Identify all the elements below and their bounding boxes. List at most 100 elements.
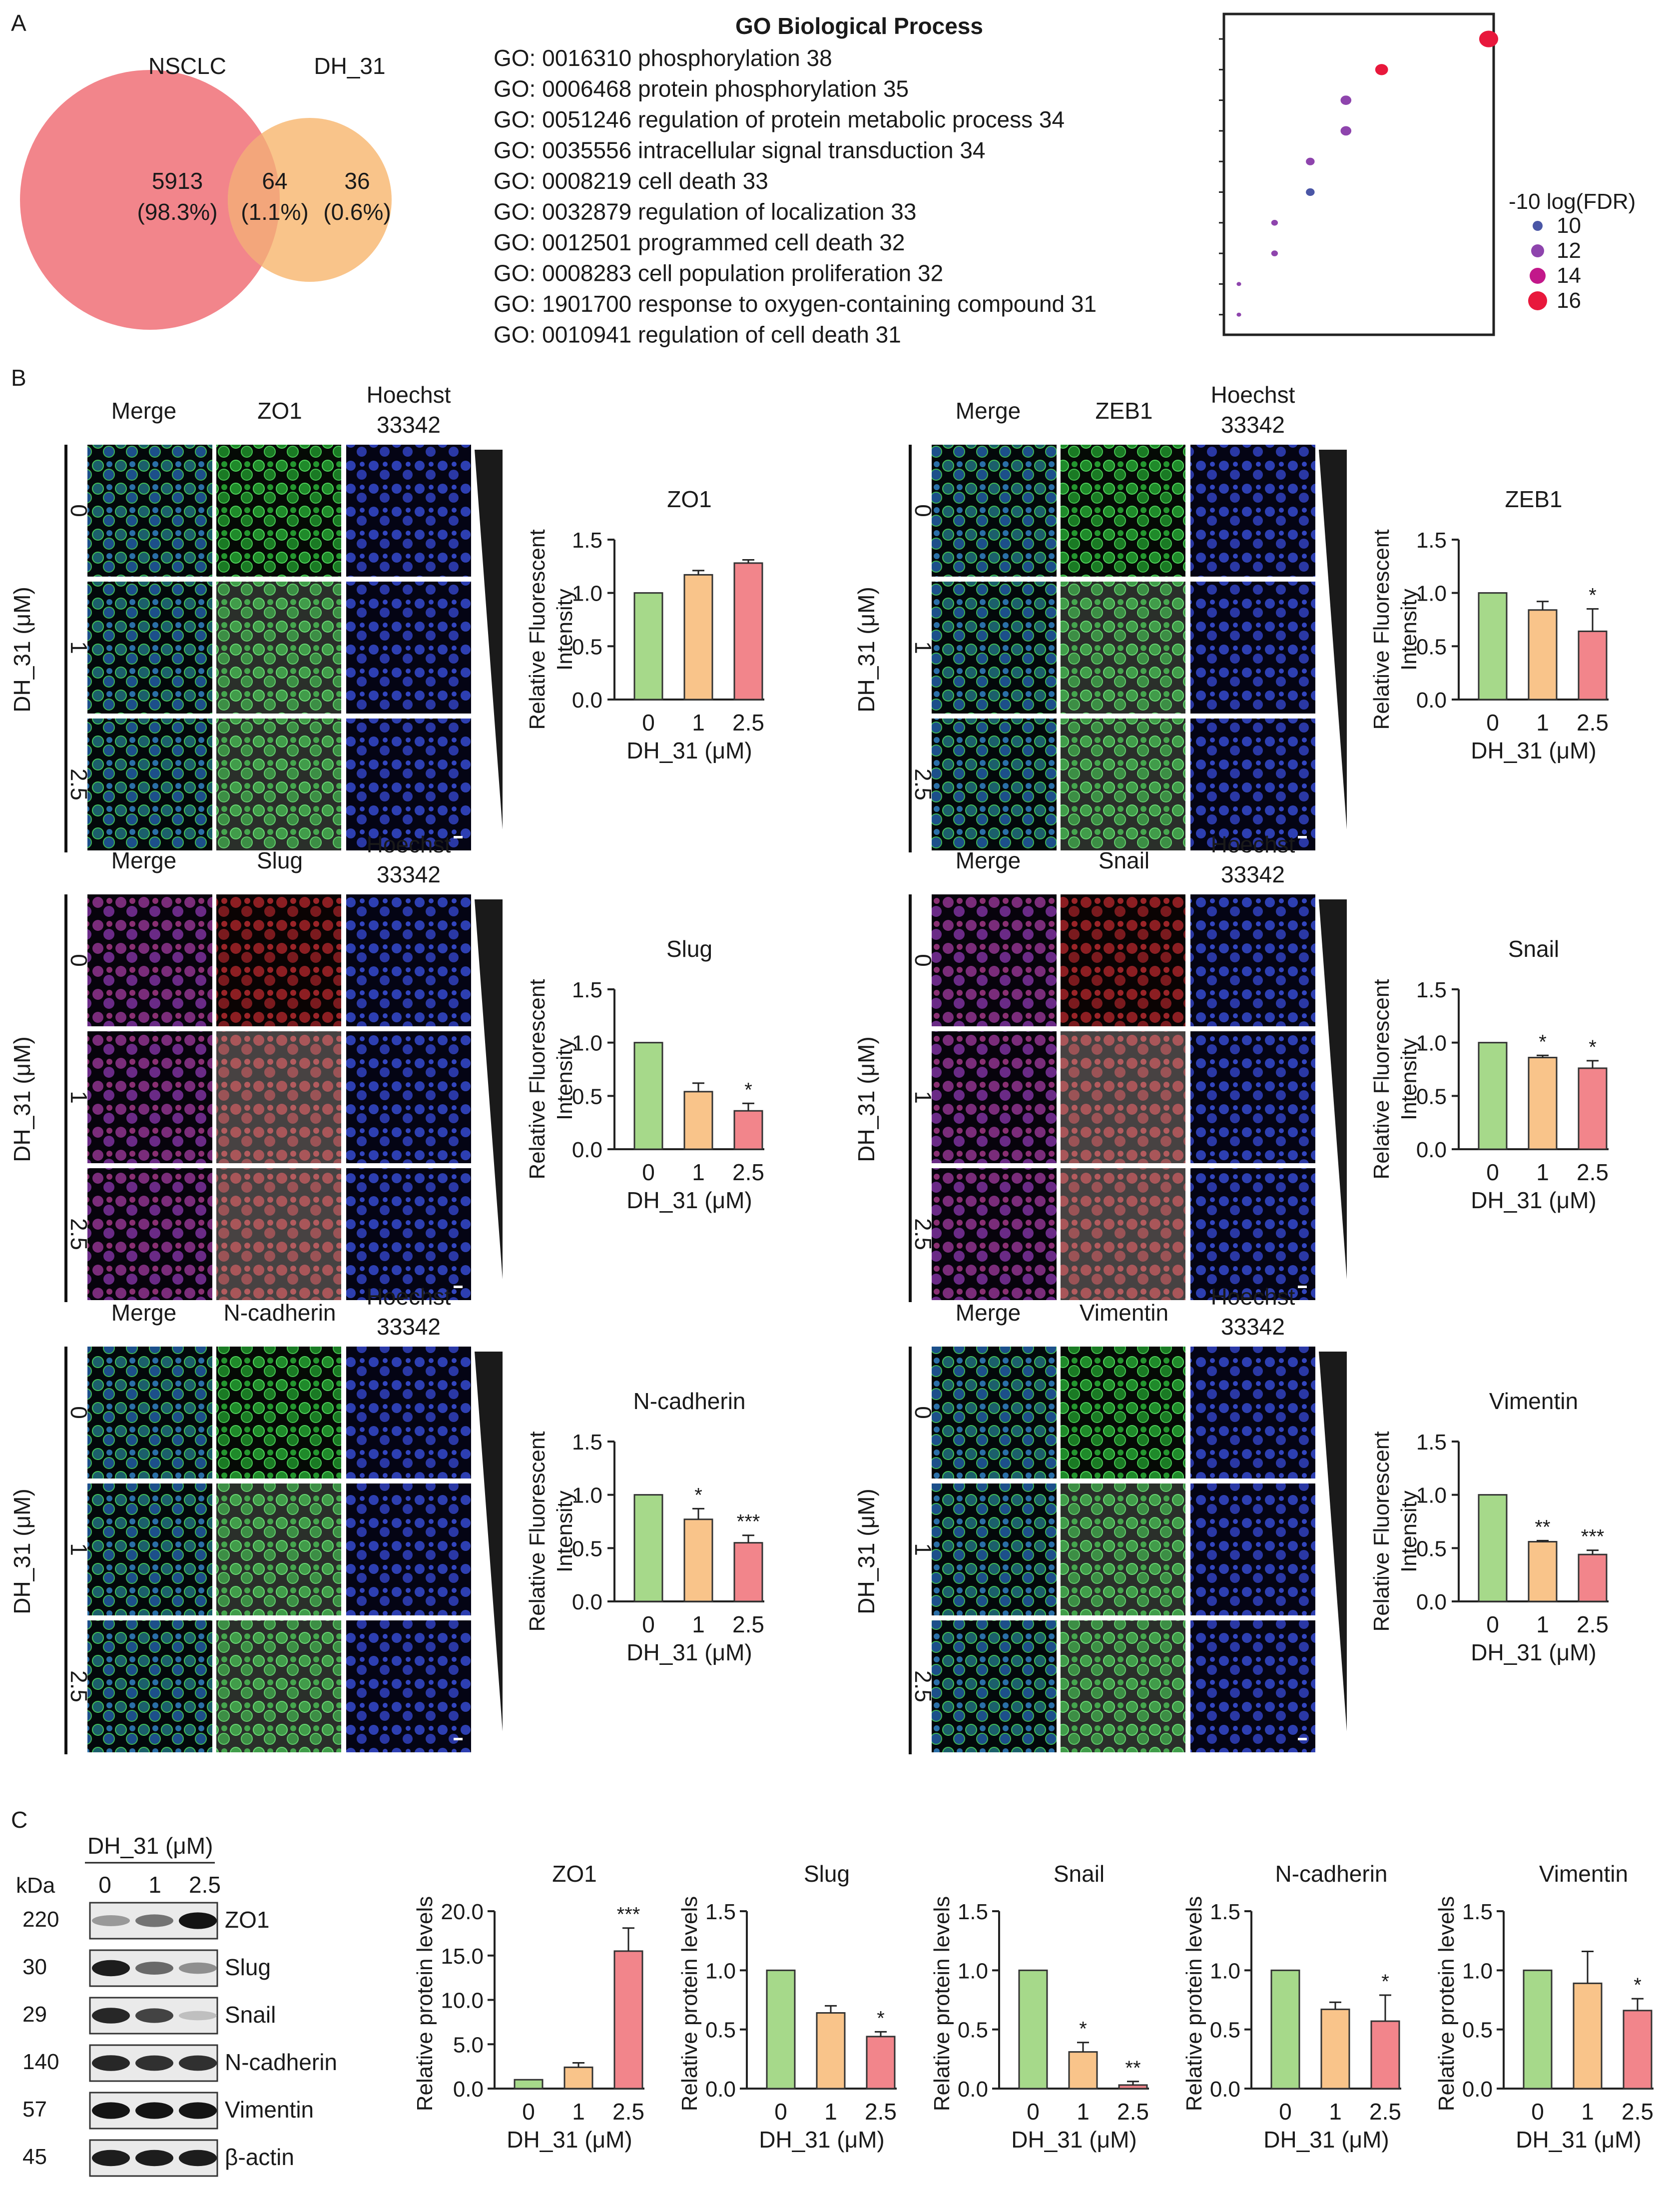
go-title: GO Biological Process <box>735 13 983 39</box>
venn-label-dh31: DH_31 <box>314 53 385 79</box>
bar-dose-1 <box>1528 1541 1558 1602</box>
image-merge-dose-0 <box>932 445 1057 577</box>
chart-title: Slug <box>804 1861 850 1887</box>
y-tick-label: 5.0 <box>453 2033 484 2057</box>
go-dot-6 <box>1306 188 1315 196</box>
lane-label-0: 0 <box>98 1872 111 1898</box>
y-axis-label-top: Relative Fluorescent <box>1369 1431 1394 1631</box>
western-header: DH_31 (μM) <box>87 1833 213 1859</box>
image-merge-dose-2.5 <box>87 719 212 850</box>
x-tick-label: 1 <box>572 2099 585 2125</box>
significance-mark: *** <box>617 1904 640 1926</box>
image-hoechst-dose-1 <box>346 1031 471 1163</box>
y-axis-label: Intensity <box>1397 1038 1421 1120</box>
x-tick-label: 2.5 <box>612 2099 644 2125</box>
column-header-merge: Merge <box>956 847 1021 873</box>
bar-dose-2.5 <box>733 1110 763 1150</box>
column-header-n-cadherin: N-cadherin <box>224 1300 336 1326</box>
significance-mark: ** <box>1125 2057 1140 2079</box>
x-tick-label: 2.5 <box>1622 2099 1654 2125</box>
bar-dose-2.5 <box>1578 1067 1608 1150</box>
y-axis-label: Relative protein levels <box>930 1896 954 2111</box>
bar-dose-1 <box>1320 2008 1350 2090</box>
x-tick-label: 0 <box>1486 1611 1499 1637</box>
go-legend-title: -10 log(FDR) <box>1509 189 1636 214</box>
image-merge-dose-1 <box>932 582 1057 714</box>
y-tick-label: 0.5 <box>1210 2018 1240 2043</box>
significance-mark: ** <box>1535 1516 1550 1538</box>
y-tick-label: 1.5 <box>572 528 602 553</box>
y-tick-label: 1.5 <box>1210 1900 1240 1924</box>
x-tick-label: 2.5 <box>732 710 764 736</box>
bar-dose-0 <box>514 2079 544 2090</box>
blot-band <box>92 1960 130 1977</box>
kda-label: kDa <box>16 1873 55 1898</box>
x-tick-label: 2.5 <box>865 2099 897 2125</box>
image-slug-dose-1 <box>216 1031 341 1163</box>
blot-band <box>135 1914 173 1927</box>
image-hoechst-dose-0 <box>1190 894 1315 1026</box>
x-axis-label: DH_31 (μM) <box>1471 1639 1596 1665</box>
significance-mark: * <box>1589 1036 1597 1058</box>
x-tick-label: 1 <box>1536 1611 1549 1637</box>
blot-band <box>135 2055 173 2071</box>
column-header-vimentin: Vimentin <box>1080 1300 1168 1326</box>
y-tick-label: 0.5 <box>572 635 602 659</box>
chart-title: Vimentin <box>1539 1861 1628 1887</box>
x-tick-label: 0 <box>1027 2099 1040 2125</box>
legend-dot-16 <box>1528 291 1547 310</box>
protein-label-β-actin: β-actin <box>225 2144 294 2170</box>
dose-gradient-wedge <box>475 899 503 1279</box>
y-axis-label: Relative protein levels <box>1182 1896 1206 2111</box>
blot-band <box>92 2055 130 2071</box>
significance-mark: * <box>1634 1974 1642 1996</box>
column-header-slug: Slug <box>257 847 303 873</box>
kda-value: 30 <box>22 1955 47 1979</box>
column-header-hoechst-num: 33342 <box>377 861 441 887</box>
x-tick-label: 0 <box>642 1611 655 1637</box>
x-tick-label: 0 <box>642 710 655 736</box>
y-tick-label: 0.5 <box>572 1536 602 1561</box>
bar-dose-1 <box>683 574 713 701</box>
significance-mark: * <box>744 1079 752 1101</box>
bar-dose-2.5 <box>733 1542 763 1602</box>
x-tick-label: 0 <box>774 2099 787 2125</box>
venn-label-nsclc: NSCLC <box>148 53 226 79</box>
image-n-cadherin-dose-1 <box>216 1483 341 1615</box>
x-tick-label: 0 <box>642 1159 655 1185</box>
y-tick-label: 0.0 <box>572 1138 602 1162</box>
bar-dose-0 <box>1478 1042 1508 1150</box>
blot-band <box>179 1912 217 1929</box>
column-header-merge: Merge <box>956 398 1021 424</box>
scale-bar <box>454 836 463 838</box>
image-hoechst-dose-2.5 <box>1190 719 1315 850</box>
blot-band <box>179 2150 217 2167</box>
go-terms-list: GO: 0016310 phosphorylation 38 GO: 000646… <box>494 45 1097 348</box>
significance-mark: * <box>877 2007 885 2029</box>
y-tick-label: 1.5 <box>1416 978 1447 1002</box>
scale-bar <box>1298 1286 1307 1288</box>
bar-dose-2.5 <box>1578 1553 1608 1602</box>
scale-bar <box>1298 1738 1307 1740</box>
x-tick-label: 1 <box>692 1159 705 1185</box>
bar-dose-2.5 <box>866 2036 896 2090</box>
column-header-hoechst-num: 33342 <box>377 1314 441 1340</box>
blot-band <box>135 1962 173 1975</box>
x-tick-label: 1 <box>824 2099 837 2125</box>
bar-dose-0 <box>1018 1969 1048 2090</box>
dose-gradient-wedge <box>1319 1352 1347 1731</box>
dose-axis-title: DH_31 (μM) <box>9 587 35 712</box>
bar-dose-0 <box>633 592 663 701</box>
y-tick-label: 0.5 <box>1416 1084 1447 1109</box>
x-axis-label: DH_31 (μM) <box>626 737 752 763</box>
bar-dose-0 <box>1478 1494 1508 1602</box>
y-axis-label: Intensity <box>1397 589 1421 671</box>
bar-dose-2.5 <box>1623 2010 1653 2090</box>
x-axis-label: DH_31 (μM) <box>507 2127 632 2153</box>
image-hoechst-dose-0 <box>346 445 471 577</box>
